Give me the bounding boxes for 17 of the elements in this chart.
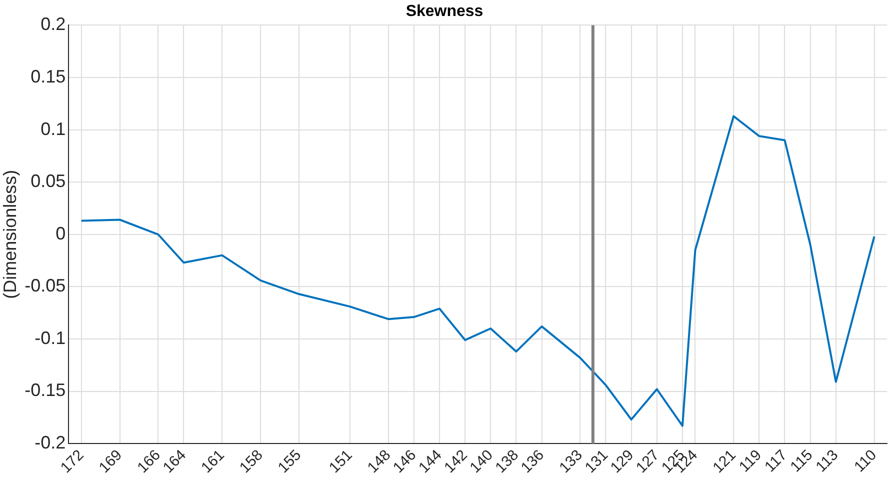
y-axis-title: (Dimensionless)	[0, 170, 20, 299]
y-tick-label: 0.1	[40, 118, 66, 139]
chart-title: Skewness	[406, 3, 484, 20]
y-tick-label: -0.15	[24, 380, 66, 400]
y-tick-label: -0.05	[24, 276, 66, 296]
y-tick-label: -0.2	[34, 432, 66, 453]
x-tick-label: 151	[326, 446, 356, 476]
x-tick-label: 155	[274, 446, 305, 476]
x-tick-label: 169	[96, 446, 126, 476]
y-tick-label: 0.05	[30, 171, 66, 192]
x-tick-label: 110	[851, 446, 880, 476]
y-tick-label: 0.2	[40, 14, 66, 34]
x-tick-label: 161	[198, 446, 228, 476]
y-tick-label: -0.1	[34, 328, 66, 348]
y-tick-label: 0	[56, 223, 66, 244]
y-tick-label: 0.15	[30, 66, 66, 86]
x-tick-label: 158	[236, 446, 266, 476]
